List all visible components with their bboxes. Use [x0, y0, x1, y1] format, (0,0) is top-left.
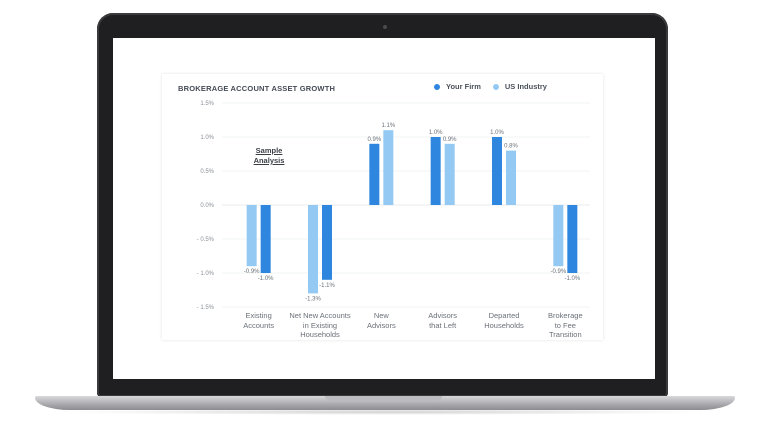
bar-us-industry: [383, 130, 394, 205]
legend-label-your-firm: Your Firm: [446, 82, 481, 91]
laptop-base: [35, 396, 735, 410]
y-tick-label: - 0.5%: [197, 237, 215, 243]
bar-us-industry: [246, 205, 257, 267]
legend-dot-us-industry: [492, 83, 499, 90]
legend-label-us-industry: US Industry: [504, 82, 547, 91]
x-tick-label: Net New Accounts in Existing Households: [289, 311, 351, 339]
bar-your-firm: [430, 137, 441, 205]
bar-us-industry: [444, 143, 455, 205]
legend-dot-your-firm: [434, 83, 440, 90]
data-label: 0.9%: [367, 137, 381, 143]
webcam-icon: [383, 25, 387, 29]
bar-your-firm: [492, 137, 502, 205]
data-label: 0.8%: [504, 144, 518, 150]
data-label: -1.0%: [258, 276, 274, 282]
x-tick-label: Departed Households: [484, 311, 524, 330]
bar-us-industry: [553, 205, 564, 267]
legend-item-us-industry: US Industry: [492, 82, 547, 91]
bar-us-industry: [506, 150, 516, 205]
laptop-notch: [325, 396, 442, 401]
chart-title: BROKERAGE ACCOUNT ASSET GROWTH: [178, 84, 336, 93]
chart-legend: Your Firm US Industry: [434, 82, 559, 91]
data-label: 0.9%: [443, 137, 457, 143]
x-tick-label: Existing Accounts: [243, 311, 275, 330]
bar-your-firm: [260, 205, 271, 273]
x-tick-label: New Advisors: [366, 311, 396, 330]
data-label: -0.9%: [550, 269, 566, 275]
y-tick-label: 0.0%: [200, 203, 214, 209]
data-label: 1.1%: [381, 123, 395, 129]
bar-your-firm: [322, 205, 332, 280]
data-label: 1.0%: [429, 130, 443, 136]
legend-item-your-firm: Your Firm: [434, 82, 481, 91]
data-label: -1.3%: [305, 296, 321, 302]
y-tick-label: 1.5%: [200, 101, 214, 107]
sample-analysis-annotation: Sample Analysis: [253, 146, 285, 165]
laptop-shadow: [60, 409, 710, 415]
data-label: 1.0%: [490, 130, 504, 136]
chart-card: [162, 74, 603, 340]
bar-us-industry: [308, 205, 318, 294]
y-tick-label: 1.0%: [200, 135, 214, 141]
x-tick-label: Advisors that Left: [428, 311, 458, 330]
data-label: -0.9%: [244, 269, 260, 275]
bar-your-firm: [567, 205, 578, 273]
data-label: -1.0%: [564, 276, 580, 282]
y-tick-label: - 1.0%: [197, 271, 215, 277]
y-tick-label: - 1.5%: [197, 305, 215, 311]
y-tick-label: 0.5%: [200, 169, 214, 175]
x-tick-label: Brokerage to Fee Transition: [548, 311, 583, 339]
data-label: -1.1%: [319, 283, 335, 289]
bar-your-firm: [369, 143, 380, 205]
